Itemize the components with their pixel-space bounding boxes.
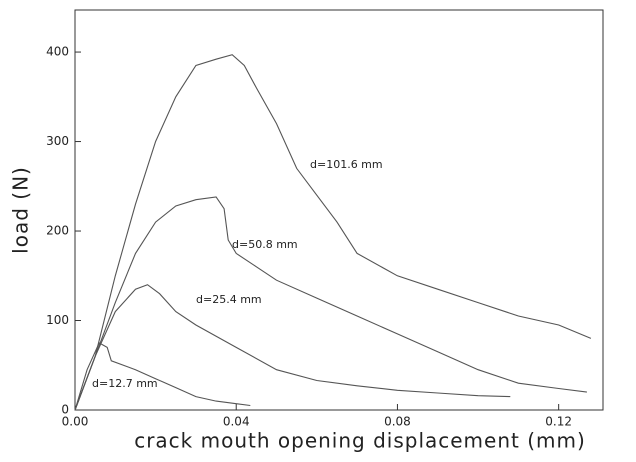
x-tick-label: 0.00: [62, 415, 89, 429]
y-axis-title: load (N): [9, 166, 33, 254]
line-series: [74, 54, 592, 411]
y-tick-label: 200: [46, 224, 69, 238]
y-tick-label: 400: [46, 45, 69, 59]
y-tick-label: 300: [46, 134, 69, 148]
series-label: d=101.6 mm: [310, 158, 383, 171]
line-series: [74, 342, 251, 411]
series-label: d=12.7 mm: [92, 377, 158, 390]
x-tick-label: 0.08: [384, 415, 411, 429]
x-axis-title: crack mouth opening displacement (mm): [134, 429, 586, 453]
line-series: [74, 196, 587, 411]
series-label: d=50.8 mm: [232, 238, 298, 251]
x-tick-label: 0.04: [223, 415, 250, 429]
line-series: [74, 284, 511, 411]
plot-frame: [74, 9, 604, 411]
series-label: d=25.4 mm: [196, 293, 262, 306]
x-tick-label: 0.12: [545, 415, 572, 429]
y-tick-label: 100: [46, 313, 69, 327]
y-tick-label: 0: [61, 403, 69, 417]
